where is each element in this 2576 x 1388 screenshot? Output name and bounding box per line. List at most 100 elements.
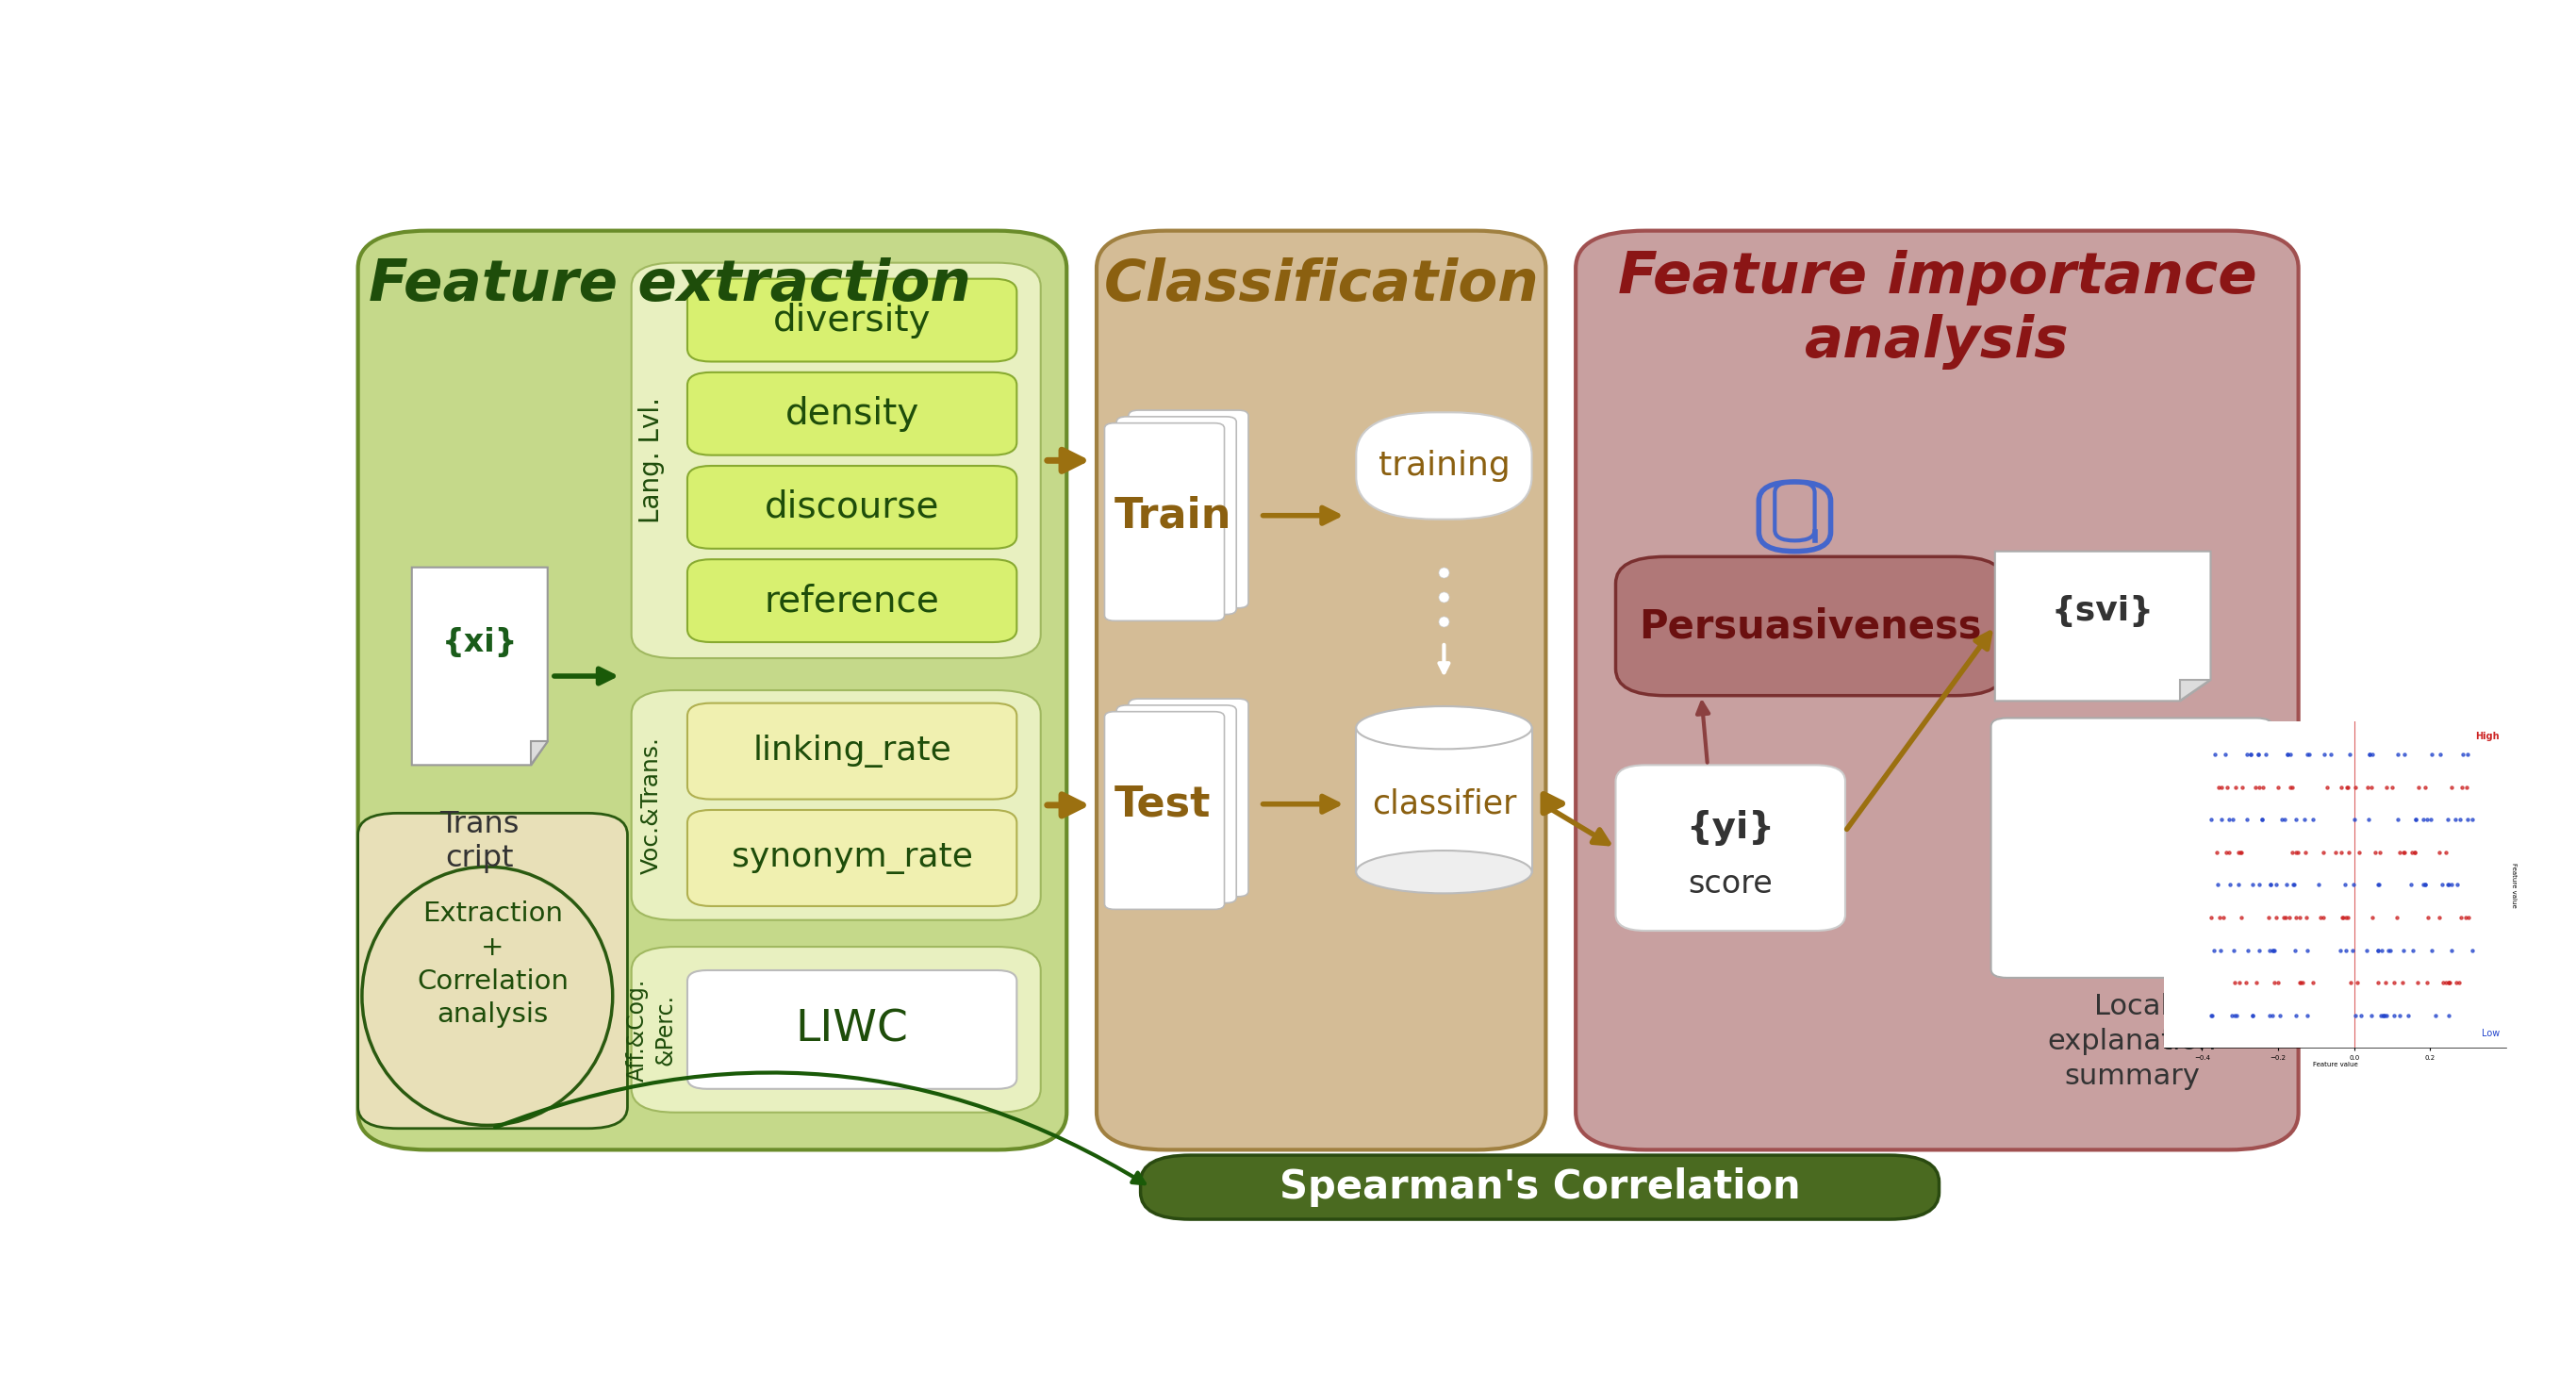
Point <box>2275 940 2316 962</box>
FancyBboxPatch shape <box>1097 230 1546 1149</box>
Point <box>2321 906 2362 929</box>
Point <box>2349 1005 2391 1027</box>
Point <box>2213 940 2254 962</box>
Point <box>2280 972 2321 994</box>
Point <box>2329 776 2370 798</box>
Point <box>2439 906 2481 929</box>
Point <box>2357 940 2398 962</box>
Point <box>2409 808 2450 830</box>
Point <box>2215 1005 2257 1027</box>
Point <box>2365 1005 2406 1027</box>
Point <box>2195 841 2236 863</box>
Point <box>2257 972 2298 994</box>
FancyBboxPatch shape <box>1128 698 1249 897</box>
Point <box>2421 874 2463 897</box>
Text: Lang. Lvl.: Lang. Lvl. <box>639 397 665 523</box>
Point <box>2231 874 2272 897</box>
FancyBboxPatch shape <box>631 690 1041 920</box>
Point <box>2200 906 2241 929</box>
Point <box>2372 1005 2414 1027</box>
Point <box>2326 776 2367 798</box>
Text: {yi}: {yi} <box>1687 811 1775 845</box>
Point <box>2190 1005 2231 1027</box>
Text: Voc.&Trans.: Voc.&Trans. <box>639 736 662 874</box>
Ellipse shape <box>1355 851 1533 894</box>
Point <box>2269 744 2311 766</box>
Point <box>2334 808 2375 830</box>
Point <box>2442 744 2483 766</box>
Point <box>2370 940 2411 962</box>
Point <box>2439 808 2481 830</box>
Point <box>2287 940 2329 962</box>
Point <box>2432 776 2473 798</box>
Point <box>2354 841 2396 863</box>
Point <box>2251 1005 2293 1027</box>
Point <box>2429 1005 2470 1027</box>
Point <box>2432 874 2473 897</box>
Point <box>2202 776 2244 798</box>
Text: synonym_rate: synonym_rate <box>732 843 974 874</box>
Point <box>2221 841 2262 863</box>
Point <box>2287 744 2329 766</box>
Point <box>2231 744 2272 766</box>
Point <box>2383 972 2424 994</box>
Point <box>2275 808 2316 830</box>
FancyBboxPatch shape <box>688 279 1018 362</box>
Point <box>2257 874 2298 897</box>
Point <box>2391 841 2432 863</box>
Point <box>2215 776 2257 798</box>
Point <box>2362 1005 2403 1027</box>
Point <box>2228 940 2269 962</box>
Point <box>2205 841 2246 863</box>
FancyBboxPatch shape <box>688 466 1018 548</box>
Point <box>2429 972 2470 994</box>
Text: LIWC: LIWC <box>796 1008 909 1051</box>
Point <box>2208 808 2249 830</box>
Point <box>2287 1005 2329 1027</box>
Point <box>2342 1005 2383 1027</box>
Point <box>2239 940 2280 962</box>
Point <box>2213 1005 2254 1027</box>
Point <box>2221 906 2262 929</box>
Point <box>2396 841 2437 863</box>
Text: density: density <box>786 396 920 432</box>
Point <box>2383 841 2424 863</box>
Point <box>2437 874 2478 897</box>
Point <box>2197 874 2239 897</box>
Text: Spearman's Correlation: Spearman's Correlation <box>1280 1167 1801 1208</box>
Point <box>2231 1005 2272 1027</box>
Point <box>2306 776 2347 798</box>
Point <box>2442 776 2483 798</box>
FancyBboxPatch shape <box>1355 412 1533 519</box>
Point <box>2264 906 2306 929</box>
Point <box>2360 874 2401 897</box>
Point <box>2339 841 2380 863</box>
Point <box>2197 776 2239 798</box>
Point <box>2360 940 2401 962</box>
Text: training: training <box>1378 450 1510 482</box>
Point <box>2398 776 2439 798</box>
Point <box>2419 744 2460 766</box>
Point <box>2190 906 2231 929</box>
Point <box>2324 874 2365 897</box>
Point <box>2383 940 2424 962</box>
Point <box>2192 940 2233 962</box>
Point <box>2249 874 2290 897</box>
Point <box>2393 841 2434 863</box>
Point <box>2226 808 2267 830</box>
Point <box>2445 906 2486 929</box>
Point <box>2239 744 2280 766</box>
Point <box>2403 874 2445 897</box>
Point <box>2316 841 2357 863</box>
Point <box>2321 841 2362 863</box>
Point <box>2303 906 2344 929</box>
Point <box>2275 906 2316 929</box>
Text: Trans
cript: Trans cript <box>440 811 520 873</box>
Point <box>2303 744 2344 766</box>
Point <box>2249 1005 2290 1027</box>
Point <box>2298 874 2339 897</box>
Point <box>2195 744 2236 766</box>
FancyBboxPatch shape <box>1577 230 2298 1149</box>
Point <box>2259 1005 2300 1027</box>
Point <box>2221 776 2262 798</box>
